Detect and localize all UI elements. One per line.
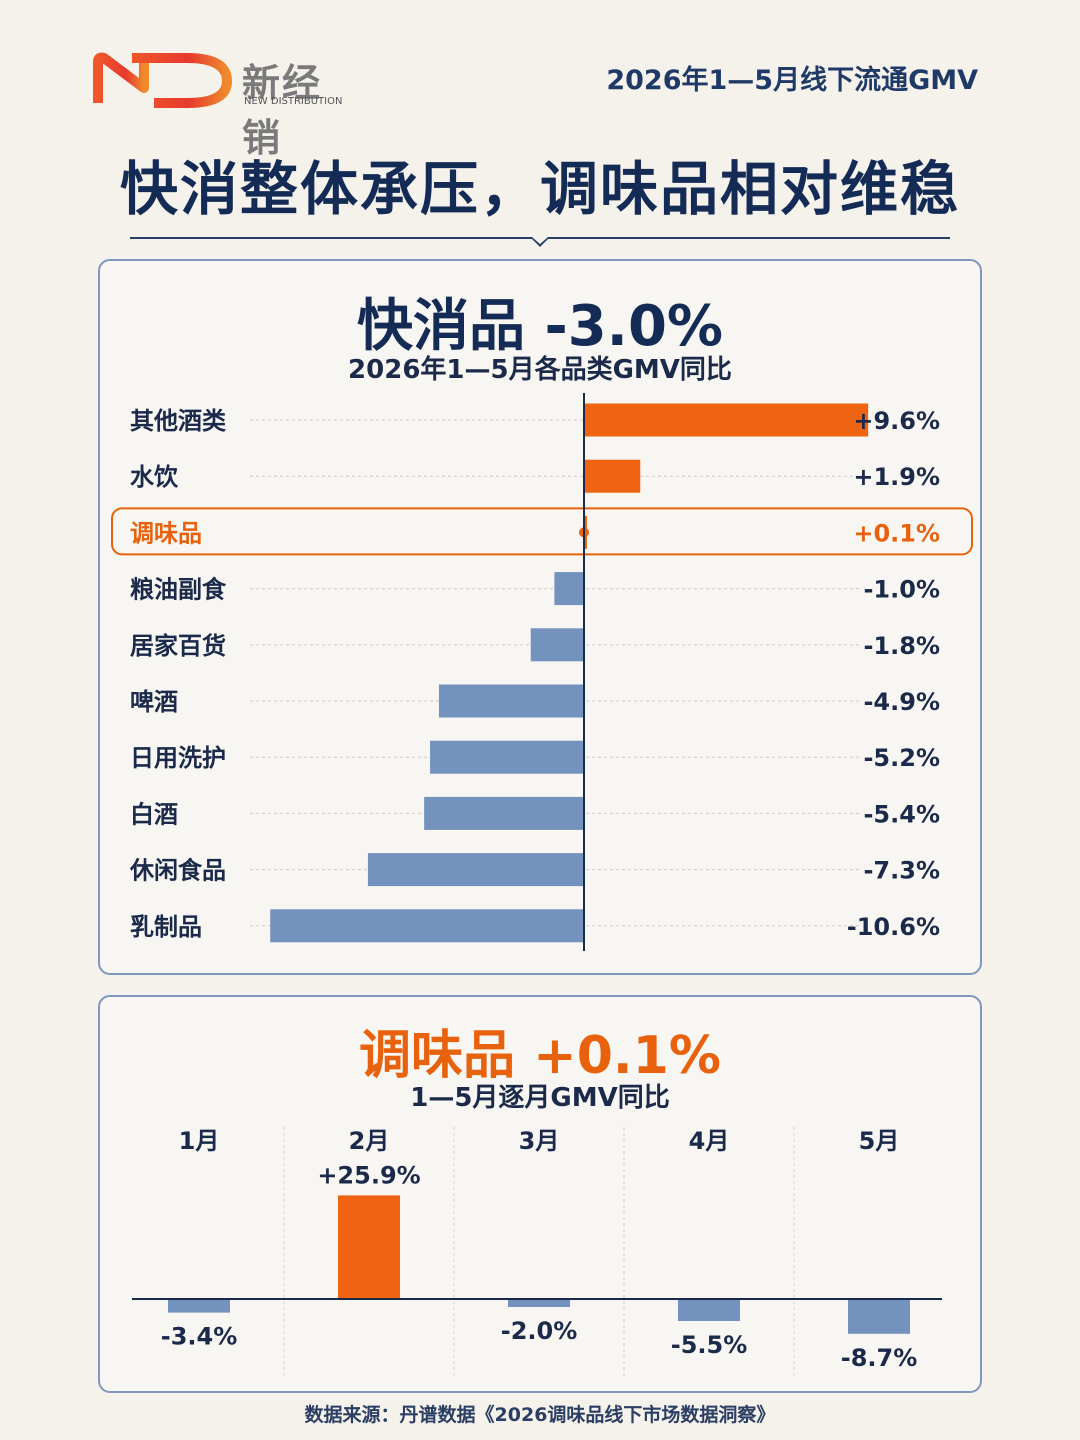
- category-label: 乳制品: [130, 913, 202, 941]
- category-label: 休闲食品: [129, 857, 226, 885]
- category-value-label: -10.6%: [847, 913, 940, 941]
- category-bar: [584, 403, 869, 437]
- category-label: 居家百货: [130, 632, 226, 660]
- month-label: 3月: [519, 1127, 560, 1155]
- month-label: 4月: [689, 1127, 730, 1155]
- month-value-label: -3.4%: [161, 1323, 238, 1351]
- category-label: 啤酒: [130, 688, 178, 716]
- category-label: 其他酒类: [130, 407, 227, 435]
- category-value-label: -7.3%: [863, 857, 940, 885]
- category-label: 日用洗护: [130, 744, 226, 772]
- month-value-label: -5.5%: [671, 1331, 748, 1359]
- category-value-label: -5.2%: [863, 744, 940, 772]
- month-bar: [678, 1299, 740, 1321]
- data-source: 数据来源：丹谱数据《2026调味品线下市场数据洞察》: [304, 1404, 776, 1426]
- monthly-panel: 调味品 +0.1% 1—5月逐月GMV同比 1月 -3.4% 2月 +25.9% 3月 -…: [98, 995, 982, 1393]
- category-panel-title: 快消品 -3.0%: [356, 294, 724, 359]
- monthly-panel-subtitle: 1—5月逐月GMV同比: [410, 1083, 670, 1113]
- month-bar: [508, 1299, 570, 1307]
- category-value-label: +0.1%: [853, 519, 940, 547]
- month-label: 5月: [859, 1127, 900, 1155]
- monthly-yoy-chart: 1月 -3.4% 2月 +25.9% 3月 -2.0% 4月 -5.5% 5月 -8.7%: [132, 1127, 942, 1377]
- month-bar: [168, 1299, 230, 1313]
- header: 新经销 NEW DISTRIBUTION 2026年1—5月线下流通GMV: [0, 0, 1080, 160]
- nd-logo-icon: [93, 52, 233, 108]
- category-bar: [430, 740, 584, 774]
- category-panel: 快消品 -3.0% 2026年1—5月各品类GMV同比 其他酒类 +9.6% 水饮 +…: [98, 259, 982, 975]
- category-value-label: +9.6%: [853, 407, 940, 435]
- category-bar: [584, 459, 641, 493]
- category-value-label: -4.9%: [863, 688, 940, 716]
- month-bar: [338, 1195, 400, 1299]
- category-bar: [270, 909, 584, 943]
- month-label: 2月: [349, 1127, 390, 1155]
- brand-name-english: NEW DISTRIBUTION: [244, 96, 343, 107]
- category-label: 粮油副食: [130, 576, 227, 604]
- category-value-label: -1.8%: [863, 632, 940, 660]
- period-label: 2026年1—5月线下流通GMV: [606, 65, 978, 96]
- category-label: 调味品: [130, 519, 202, 547]
- category-value-label: -5.4%: [863, 800, 940, 828]
- month-value-label: -2.0%: [501, 1317, 578, 1345]
- category-bar: [530, 628, 584, 662]
- category-panel-subtitle: 2026年1—5月各品类GMV同比: [348, 355, 732, 385]
- headline: 快消整体承压，调味品相对维稳: [119, 155, 960, 223]
- brand-name: 新经销: [242, 61, 323, 160]
- category-value-label: +1.9%: [853, 463, 940, 491]
- category-bar: [554, 572, 584, 606]
- monthly-panel-title: 调味品 +0.1%: [359, 1026, 721, 1086]
- brand-logo: 新经销 NEW DISTRIBUTION: [92, 48, 352, 160]
- month-bar: [848, 1299, 910, 1334]
- highlight-row-frame: [111, 507, 973, 556]
- category-bar: [438, 684, 584, 718]
- category-yoy-chart: 其他酒类 +9.6% 水饮 +1.9% 调味品 +0.1% 粮油副食 -1.0% 居家百货 -1.…: [111, 393, 973, 951]
- category-value-label: -1.0%: [863, 576, 940, 604]
- month-value-label: -8.7%: [841, 1344, 918, 1372]
- category-bar: [367, 853, 584, 887]
- month-label: 1月: [179, 1127, 220, 1155]
- category-label: 白酒: [130, 800, 178, 828]
- month-value-label: +25.9%: [317, 1161, 420, 1189]
- category-label: 水饮: [130, 463, 179, 491]
- category-bar: [424, 796, 584, 830]
